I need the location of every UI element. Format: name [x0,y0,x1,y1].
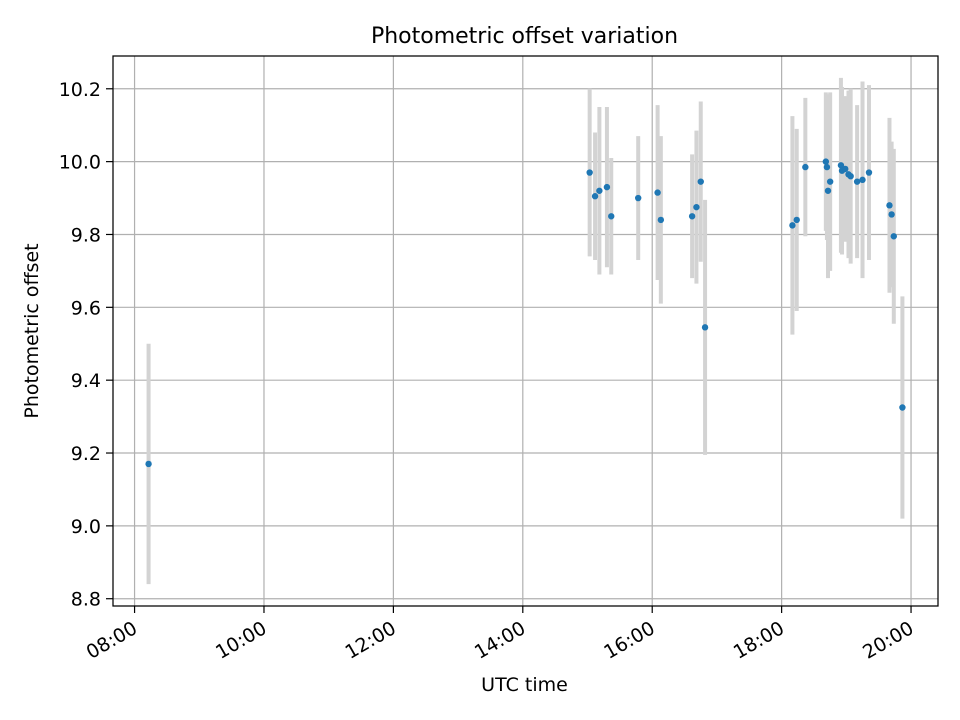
data-point [586,169,593,176]
data-point [693,203,700,211]
y-tick-label: 10.2 [59,79,101,101]
x-tick-label: 10:00 [212,617,270,663]
data-point [847,172,854,180]
error-bars [146,77,905,585]
y-axis-ticks: 8.8 9.0 9.2 9.4 9.6 9.8 10.0 10.2 [59,79,113,611]
data-points [145,158,906,468]
data-point [826,178,834,185]
y-tick-label: 9.4 [71,370,101,392]
data-point [823,163,831,171]
data-point [634,194,642,202]
y-tick-label: 9.0 [71,516,101,538]
data-point [688,213,696,220]
x-axis-label: UTC time [481,674,568,696]
data-point [899,404,906,411]
data-point [657,216,665,224]
y-tick-label: 8.8 [71,589,101,611]
y-tick-label: 10.0 [59,152,101,174]
data-point [145,460,152,468]
grid [113,56,938,606]
data-point [824,187,832,194]
y-axis-label: Photometric offset [21,243,43,418]
x-tick-label: 12:00 [341,617,399,663]
data-point [859,176,866,184]
data-point [888,211,895,218]
x-tick-label: 20:00 [859,617,917,663]
x-tick-label: 14:00 [471,617,529,663]
y-tick-label: 9.2 [71,443,101,465]
data-point [793,216,800,224]
data-point [697,178,704,185]
data-point [608,213,615,220]
y-tick-label: 9.8 [71,224,101,246]
data-point [890,233,897,240]
data-point [842,165,849,173]
data-point [654,189,661,196]
plot-frame [112,55,939,607]
x-tick-label: 18:00 [730,617,788,663]
data-point [591,193,599,200]
data-point [789,222,796,229]
data-point [837,162,845,169]
x-axis-ticks: 08:00 10:00 12:00 14:00 16:00 18:00 20:00 [83,606,918,664]
data-point [596,187,603,194]
y-tick-label: 9.6 [71,297,101,319]
x-tick-label: 16:00 [600,617,658,663]
data-point [853,178,861,185]
data-point [701,324,709,331]
x-tick-label: 08:00 [83,617,141,663]
data-point [802,163,809,171]
data-point [865,169,873,176]
data-point [603,183,611,191]
chart-title: Photometric offset variation [371,24,678,49]
data-point [822,158,830,165]
data-point [886,202,893,209]
